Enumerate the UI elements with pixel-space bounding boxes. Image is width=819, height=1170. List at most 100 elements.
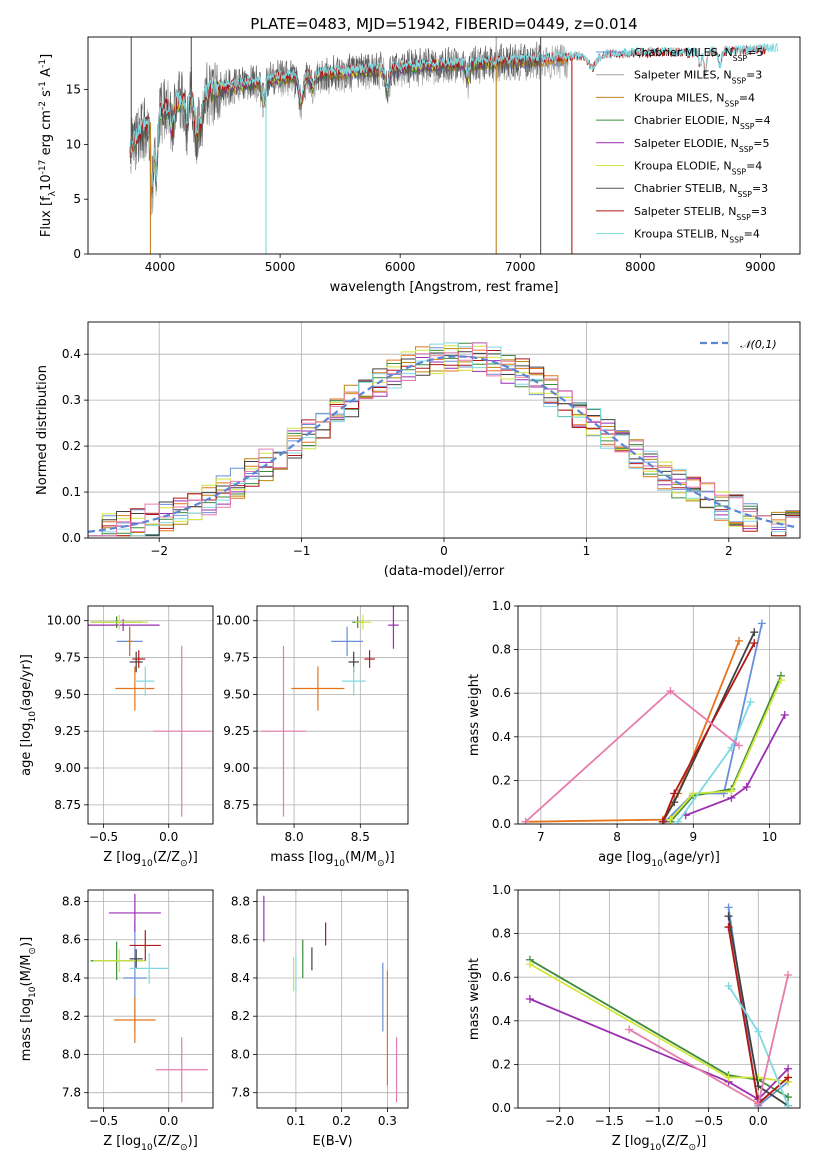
weight_vs_age-marker — [666, 687, 675, 696]
weight_vs_age-series-line — [685, 714, 786, 817]
age_vs_Z-ylabel: age [log10(age/yr)] — [19, 654, 38, 776]
legend-entry: Chabrier ELODIE, NSSP=4 — [634, 114, 771, 131]
weight_vs_Z-marker — [525, 995, 534, 1003]
weight_vs_age-ytick-label: 0.8 — [492, 643, 511, 657]
weight_vs_Z-ytick-label: 0.6 — [492, 970, 511, 984]
weight_vs_age-marker — [750, 639, 759, 648]
age_vs_Z-ytick-label: 9.25 — [54, 724, 81, 738]
spectrum-ylabel: Flux [fλ10-17 erg cm-2 s-1 A-1] — [38, 54, 58, 237]
mass_vs_Z-errorbar-point — [129, 949, 143, 969]
mass_vs_Z-errorbar-point — [155, 1037, 208, 1103]
age_vs_Z-frame — [87, 605, 214, 825]
age_vs_mass-ytick-label: 8.75 — [223, 798, 250, 812]
weight_vs_Z-marker — [754, 1099, 763, 1108]
residuals-ytick-label: 0.2 — [62, 439, 81, 453]
spectrum-ytick-label: 5 — [73, 192, 81, 206]
age_vs_Z-errorbar-point — [90, 614, 148, 630]
weight_vs_age-marker — [742, 782, 751, 791]
age_vs_mass-ytick-label: 10.00 — [216, 614, 250, 628]
spectrum-xlabel: wavelength [Angstrom, rest frame] — [330, 280, 559, 295]
weight_vs_Z-xlabel: Z [log10(Z/Z⊙)] — [612, 1134, 707, 1153]
weight_vs_Z-marker — [784, 1101, 793, 1108]
weight_vs_age-axes: 7 8 9 10 0.0 0.2 0.4 0.6 0.8 1.0 age [log10(age/yr… — [467, 599, 801, 869]
age_vs_Z-plot-area — [88, 614, 211, 817]
age_vs_mass-errorbar-point — [260, 645, 307, 817]
weight_vs_Z-marker — [754, 1027, 763, 1036]
weight_vs_age-frame — [517, 605, 801, 825]
mass_vs_ebv-xlabel: E(B-V) — [312, 1134, 352, 1149]
weight_vs_age-marker — [750, 628, 759, 637]
residual-histogram — [88, 342, 800, 537]
weight_vs_age-xtick-label: 9 — [689, 830, 697, 844]
age_vs_mass-plot-area — [260, 606, 399, 817]
weight_vs_Z-xtick-label: −1.0 — [644, 1114, 673, 1128]
weight_vs_Z-ytick-label: 1.0 — [492, 883, 511, 897]
age_vs_mass-errorbar-point — [355, 614, 371, 630]
weight_vs_age-ylabel: mass weight — [467, 674, 482, 756]
residual-histogram — [88, 345, 800, 537]
age_vs_mass-errorbar-point — [291, 666, 345, 711]
weight_vs_age-marker — [746, 697, 755, 706]
weight_vs_Z-ytick-label: 0.8 — [492, 927, 511, 941]
legend-entry: Chabrier MILES, NSSP=5 — [634, 46, 763, 63]
age_vs_mass-axes: 8.0 8.5 8.75 9.00 9.25 9.50 9.75 10.00 mass [log… — [216, 605, 409, 869]
weight_vs_age-marker — [670, 789, 679, 798]
weight_vs_Z-marker — [754, 1073, 763, 1082]
weight_vs_Z-marker — [625, 1025, 634, 1034]
weight_vs_Z-marker — [784, 1073, 793, 1082]
spectrum-xtick-label: 9000 — [745, 260, 776, 274]
weight_vs_Z-ytick-label: 0.0 — [492, 1101, 511, 1115]
weight_vs_age-marker — [727, 743, 736, 752]
weight_vs_age-ytick-label: 0.4 — [492, 730, 511, 744]
age_vs_mass-ytick-label: 9.50 — [223, 687, 250, 701]
weight_vs_Z-xtick-label: −0.5 — [694, 1114, 723, 1128]
spectrum-xtick-label: 6000 — [385, 260, 416, 274]
residuals-xtick-label: 1 — [583, 544, 591, 558]
mass_vs_ebv-plot-area — [263, 895, 398, 1103]
spectrum-frame — [87, 36, 801, 255]
spectrum-axes: 4000 5000 6000 7000 8000 9000 0 5 10 15 wavelength… — [38, 15, 801, 295]
legend-entry: Chabrier STELIB, NSSP=3 — [634, 182, 768, 199]
weight_vs_Z-marker — [784, 971, 793, 980]
mass_vs_Z-frame — [87, 889, 214, 1109]
age_vs_Z-errorbar-point — [153, 645, 211, 817]
legend-entry: Kroupa MILES, NSSP=4 — [634, 91, 755, 108]
weight_vs_Z-marker — [724, 903, 733, 912]
mass_vs_Z-plot-area — [90, 893, 208, 1103]
weight_vs_Z-axes: −2.0 −1.5 −1.0 −0.5 0.0 0.0 0.2 0.4 0.6 0.8 1.0 Z [… — [467, 883, 801, 1153]
age_vs_Z-xtick-label: 0.0 — [159, 830, 178, 844]
spectrum-xtick-label: 4000 — [145, 260, 176, 274]
age_vs_Z-ytick-label: 10.00 — [47, 614, 81, 628]
weight_vs_Z-marker — [724, 1073, 733, 1082]
age_vs_Z-errorbar-point — [129, 651, 143, 673]
weight_vs_age-marker — [521, 817, 530, 824]
mass_vs_ebv-ytick-label: 8.8 — [231, 894, 250, 908]
residuals-ytick-label: 0.1 — [62, 485, 81, 499]
residuals-xtick-label: 2 — [725, 544, 733, 558]
weight_vs_age-series-line — [525, 640, 740, 823]
mass_vs_ebv-ytick-label: 8.2 — [231, 1009, 250, 1023]
mass_vs_ebv-xtick-label: 0.3 — [378, 1114, 397, 1128]
mass_vs_Z-errorbar-point — [129, 930, 161, 961]
age_vs_mass-frame — [256, 605, 409, 825]
mass_vs_Z-xtick-label: 0.0 — [159, 1114, 178, 1128]
weight_vs_Z-marker — [784, 1064, 793, 1073]
residuals-ytick-label: 0.3 — [62, 393, 81, 407]
age_vs_Z-ytick-label: 8.75 — [54, 798, 81, 812]
weight_vs_age-ytick-label: 0.2 — [492, 773, 511, 787]
spectrum-title: PLATE=0483, MJD=51942, FIBERID=0449, z=0… — [250, 15, 637, 33]
age_vs_Z-xlabel: Z [log10(Z/Z⊙)] — [103, 850, 198, 869]
gaussian-reference-line — [88, 355, 798, 533]
residuals-ylabel: Normed distribution — [35, 365, 50, 495]
age_vs_Z-ytick-label: 9.00 — [54, 761, 81, 775]
residual-histogram — [88, 342, 800, 537]
weight_vs_age-marker — [666, 815, 675, 824]
age_vs_mass-xtick-label: 8.0 — [285, 830, 304, 844]
mass_vs_Z-errorbar-point — [114, 997, 156, 1043]
weight_vs_Z-xtick-label: −1.5 — [595, 1114, 624, 1128]
residuals-plot-area — [88, 342, 800, 537]
spectrum-xtick-label: 7000 — [505, 260, 536, 274]
weight_vs_age-marker — [757, 619, 766, 628]
age_vs_Z-errorbar-point — [136, 666, 155, 696]
